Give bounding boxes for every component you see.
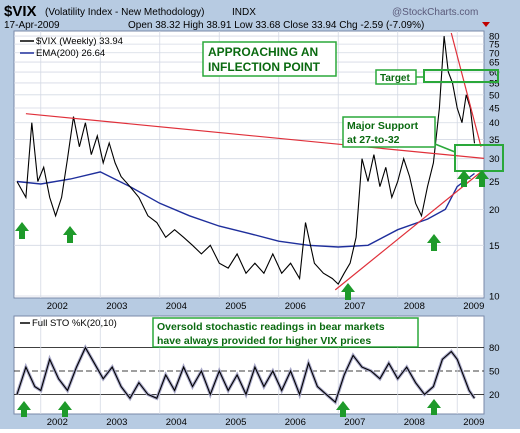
trendline	[25, 113, 484, 159]
y-tick-label: 50	[489, 90, 500, 101]
main-arrows	[15, 170, 489, 300]
x-tick-label: 2002	[47, 301, 68, 312]
y-tick-label: 75	[489, 40, 500, 51]
sto-y-tick-label: 50	[489, 367, 500, 378]
x-tick-label: 2008	[404, 417, 425, 428]
sto-note-box	[152, 317, 419, 348]
y-tick-label: 60	[489, 68, 500, 79]
y-tick-label: 80	[489, 32, 500, 43]
trendline	[450, 32, 482, 147]
y-tick-label: 40	[489, 118, 500, 129]
sto-note-line-2: have always provided for higher VIX pric…	[157, 335, 371, 347]
y-tick-label: 45	[489, 104, 500, 115]
support-label-line-1: Major Support	[347, 120, 419, 132]
sto-line	[16, 346, 475, 404]
sto-series	[15, 344, 476, 405]
legend-ema: EMA(200) 26.64	[36, 48, 105, 59]
y-tick-label: 70	[489, 48, 500, 59]
sto-x-axis: 2002 2003 2004 2005 2006 2007 2008 2009	[47, 417, 485, 428]
arrow-up-icon	[341, 283, 355, 300]
arrow-up-icon	[427, 399, 441, 415]
arrow-up-icon	[475, 170, 489, 187]
trendline	[334, 171, 482, 291]
x-tick-label: 2006	[285, 417, 306, 428]
x-tick-label: 2009	[463, 301, 484, 312]
support-label-line-2: at 27-to-32	[347, 134, 400, 146]
arrow-up-icon	[63, 226, 77, 243]
arrow-up-icon	[457, 170, 471, 187]
date-label: 17-Apr-2009	[4, 20, 60, 31]
y-tick-label: 55	[489, 78, 500, 89]
sto-note-line-1: Oversold stochastic readings in bear mar…	[157, 321, 385, 333]
x-tick-label: 2007	[344, 301, 365, 312]
trendlines	[25, 32, 484, 291]
x-tick-label: 2005	[225, 417, 246, 428]
x-tick-label: 2008	[404, 301, 425, 312]
x-tick-label: 2003	[106, 301, 127, 312]
y-tick-label: 10	[489, 292, 500, 303]
support-zone-box	[454, 144, 504, 172]
x-tick-label: 2005	[225, 301, 246, 312]
watermark: @StockCharts.com	[392, 7, 478, 18]
sto-arrows	[17, 399, 441, 417]
y-tick-label: 35	[489, 135, 500, 146]
x-tick-label: 2007	[344, 417, 365, 428]
y-tick-label: 20	[489, 205, 500, 216]
x-tick-label: 2003	[106, 417, 127, 428]
target-zone-box	[423, 69, 499, 83]
symbol-title: $VIX	[4, 3, 37, 20]
y-tick-label: 65	[489, 58, 500, 69]
down-triangle-icon	[482, 22, 490, 27]
x-tick-label: 2004	[166, 301, 187, 312]
main-x-axis: 2002 2003 2004 2005 2006 2007 2008 2009	[47, 301, 485, 312]
x-tick-label: 2002	[47, 417, 68, 428]
arrow-up-icon	[17, 401, 31, 417]
x-tick-label: 2004	[166, 417, 187, 428]
main-series	[16, 36, 476, 285]
y-tick-label: 15	[489, 241, 500, 252]
y-tick-label: 25	[489, 177, 500, 188]
quote-line: Open 38.32 High 38.91 Low 33.68 Close 33…	[128, 20, 424, 31]
ema-line	[16, 171, 475, 248]
support-connector	[434, 143, 456, 153]
sto-y-tick-label: 80	[489, 343, 500, 354]
exchange-label: INDX	[232, 7, 256, 18]
index-name: (Volatility Index - New Methodology)	[45, 7, 205, 18]
target-label: Target	[380, 73, 410, 84]
x-tick-label: 2006	[285, 301, 306, 312]
sto-y-tick-label: 20	[489, 390, 500, 401]
arrow-up-icon	[58, 401, 72, 417]
y-tick-label: 30	[489, 154, 500, 165]
support-label-box	[342, 116, 436, 148]
arrow-up-icon	[427, 234, 441, 251]
vix-line	[16, 36, 476, 285]
headline-line-2: INFLECTION POINT	[208, 60, 321, 74]
legend-sto: Full STO %K(20,10)	[32, 318, 117, 329]
arrow-up-icon	[336, 401, 350, 417]
headline-line-1: APPROACHING AN	[208, 45, 318, 59]
headline-box	[202, 41, 337, 77]
legend-vix: $VIX (Weekly) 33.94	[36, 36, 123, 47]
arrow-up-icon	[15, 222, 29, 239]
x-tick-label: 2009	[463, 417, 484, 428]
sto-y-axis: 20 50 80	[489, 343, 500, 401]
